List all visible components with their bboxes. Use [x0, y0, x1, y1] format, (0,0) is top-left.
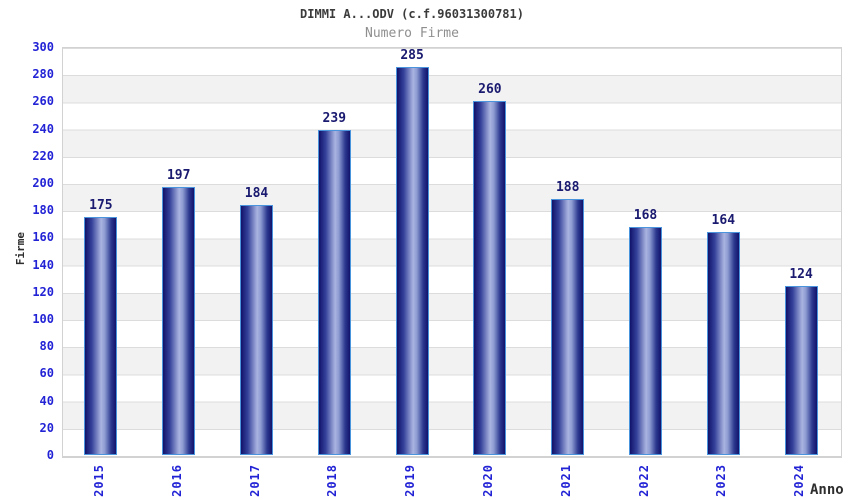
- y-axis-tick-label: 20: [39, 420, 54, 435]
- bar-2019: [395, 67, 429, 455]
- y-axis-tick-label: 160: [32, 230, 54, 245]
- x-axis-tick-label: 2020: [480, 464, 495, 497]
- x-axis-tick-label: 2015: [91, 464, 106, 497]
- bar-value-label: 175: [89, 198, 113, 213]
- y-axis-tick-label: 100: [32, 312, 54, 326]
- y-axis-tick-label: 120: [32, 284, 54, 299]
- x-axis-tick-label: 2021: [558, 464, 573, 497]
- y-axis-tick-label: 180: [32, 203, 54, 218]
- x-axis-tick-label: 2018: [325, 464, 340, 497]
- x-axis-title: Anno: [810, 482, 844, 498]
- bar-2021: [551, 199, 585, 455]
- x-axis-tick-label: 2016: [169, 464, 184, 497]
- x-axis-tick-label: 2024: [792, 464, 807, 497]
- y-axis-tick-label: 40: [39, 393, 54, 408]
- x-axis-tick-label: 2017: [247, 464, 262, 497]
- bar-2015: [84, 217, 118, 455]
- y-axis-tick-label: 280: [32, 67, 54, 82]
- chart-title: DIMMI A...ODV (c.f.96031300781): [300, 7, 524, 21]
- bar-2022: [629, 226, 662, 455]
- y-axis-tick-label: 260: [32, 94, 54, 109]
- y-axis-title: Firme: [14, 232, 27, 266]
- bar-value-label: 168: [633, 207, 658, 223]
- y-axis-tick-label: 80: [39, 339, 54, 354]
- bar-value-label: 197: [166, 168, 191, 184]
- bar-value-label: 184: [244, 185, 269, 201]
- bar-2023: [706, 231, 740, 455]
- y-axis-tick-label: 220: [32, 148, 54, 163]
- bar-2024: [784, 286, 818, 455]
- y-axis-tick-label: 300: [32, 40, 54, 54]
- y-axis-tick-label: 240: [32, 121, 54, 136]
- x-axis-tick-label: 2022: [636, 464, 651, 497]
- y-axis-tick-label: 140: [32, 257, 54, 272]
- bar-value-label: 239: [322, 110, 347, 126]
- bar-value-label: 164: [711, 212, 736, 228]
- bar-value-label: 188: [555, 180, 580, 196]
- y-axis-tick-label: 60: [39, 366, 54, 381]
- bar-value-label: 285: [400, 48, 424, 64]
- bar-2020: [473, 101, 507, 455]
- bar-value-label: 260: [478, 82, 502, 98]
- x-axis-tick-label: 2019: [403, 464, 418, 497]
- bar-2016: [162, 187, 196, 455]
- bar-2018: [317, 129, 351, 455]
- y-axis-tick-label: 0: [46, 448, 54, 462]
- bar-value-label: 124: [789, 267, 813, 283]
- y-axis-tick-label: 200: [32, 176, 54, 190]
- chart-subtitle: Numero Firme: [365, 26, 459, 41]
- bar-2017: [240, 204, 273, 455]
- x-axis-tick-label: 2023: [714, 464, 729, 497]
